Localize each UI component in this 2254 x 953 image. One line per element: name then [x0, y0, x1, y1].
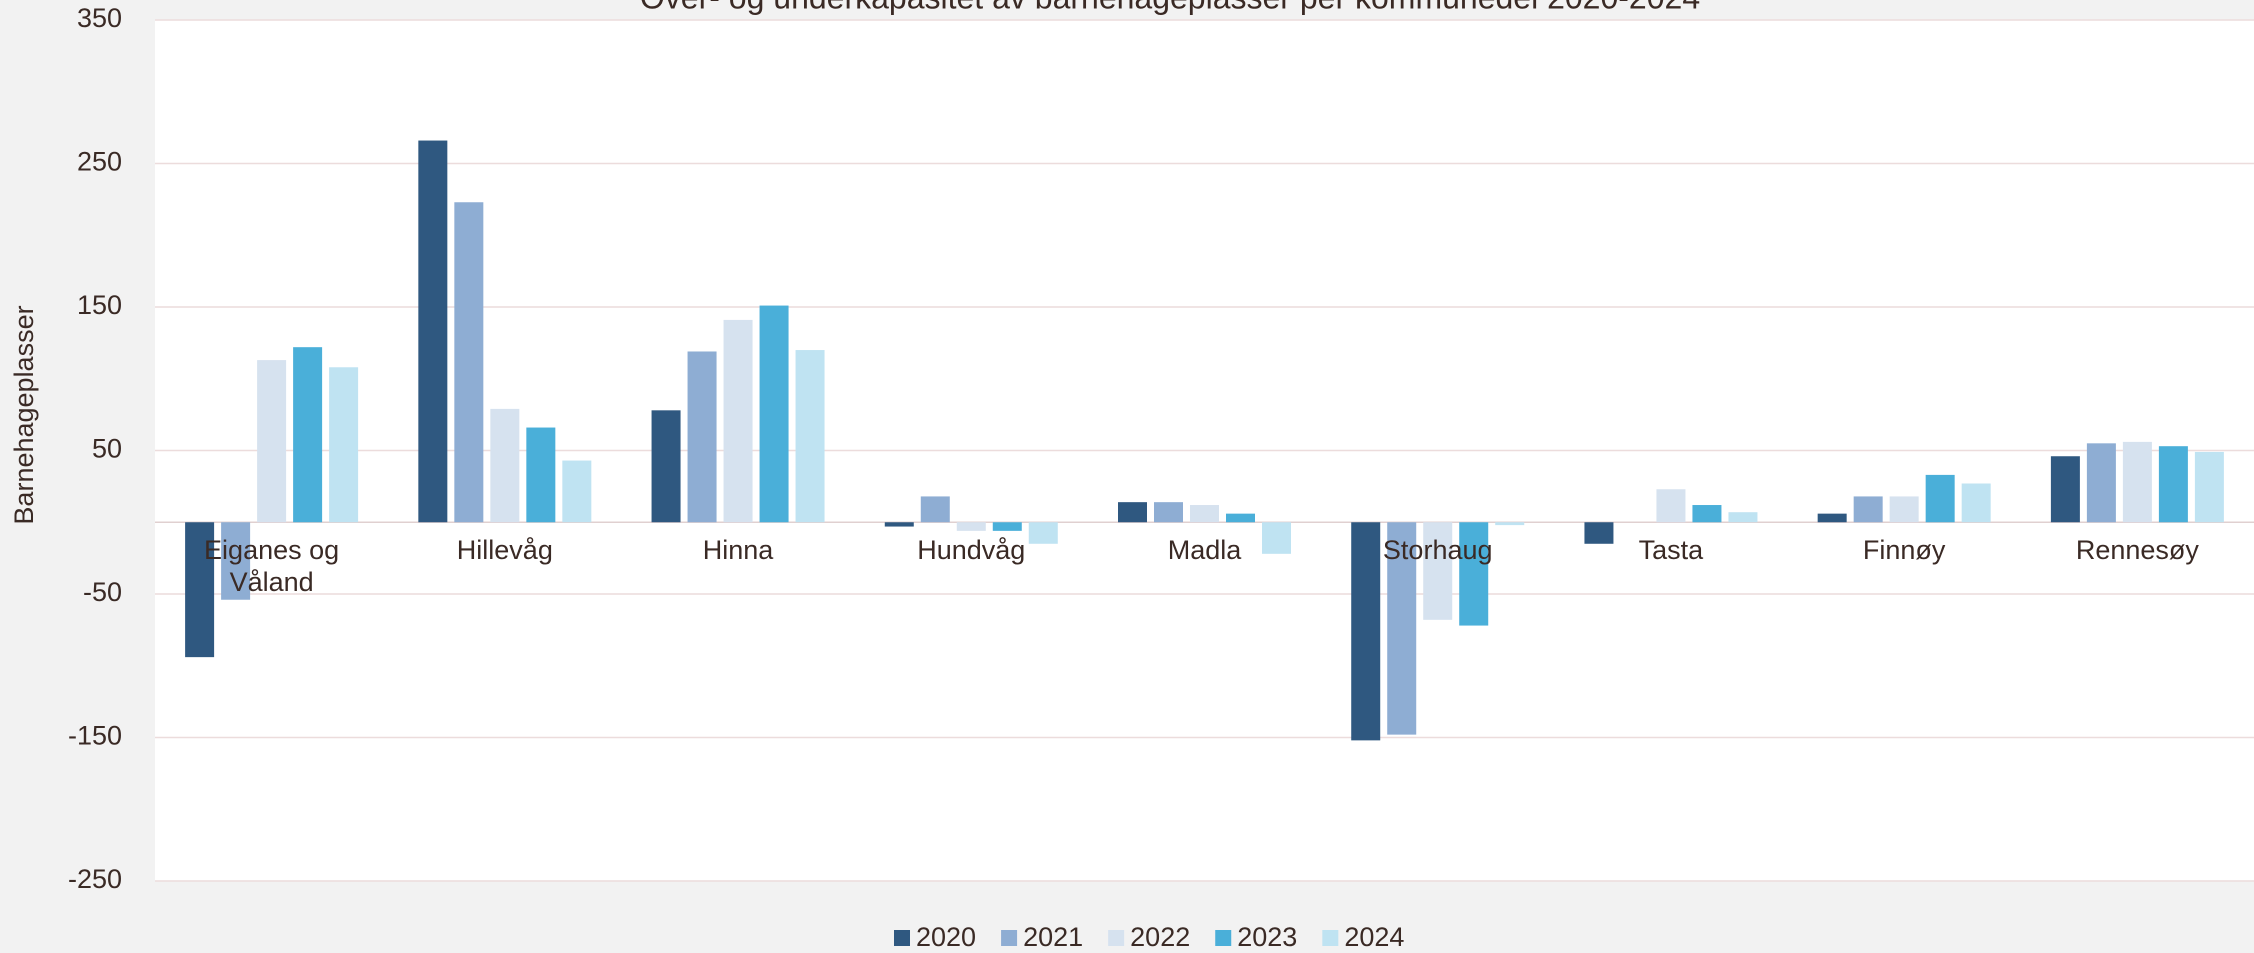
legend-label: 2022 — [1130, 922, 1190, 952]
bar — [257, 360, 287, 523]
bar — [795, 350, 825, 523]
y-tick-label: 50 — [92, 434, 122, 464]
legend-swatch — [894, 930, 910, 946]
x-tick-label: Rennesøy — [2075, 535, 2199, 566]
bar — [1853, 496, 1883, 523]
bar — [329, 367, 359, 523]
x-tick-label-box: Hillevåg — [456, 535, 553, 566]
bar — [1692, 505, 1722, 523]
legend-label: 2021 — [1023, 922, 1083, 952]
bar — [687, 351, 717, 523]
legend-label: 2023 — [1237, 922, 1297, 952]
bar — [454, 202, 484, 523]
x-tick-label: Finnøy — [1862, 535, 1946, 566]
x-tick-label-box: Rennesøy — [2075, 535, 2199, 566]
x-tick-label: Hinna — [702, 535, 774, 566]
bar — [2122, 441, 2152, 523]
bar — [956, 522, 986, 531]
bar — [884, 522, 914, 527]
bar — [1961, 483, 1991, 523]
x-tick-label-box: Hinna — [702, 535, 774, 566]
bar — [1584, 522, 1614, 544]
bar — [1656, 489, 1686, 523]
bar — [562, 460, 592, 523]
bar — [1154, 502, 1183, 523]
bar — [723, 319, 753, 523]
bar — [2050, 456, 2080, 523]
bar — [1495, 522, 1525, 526]
y-tick-label: 150 — [77, 290, 122, 320]
legend-swatch — [1001, 930, 1018, 946]
y-tick-label: 350 — [77, 3, 122, 33]
bar — [2086, 443, 2116, 523]
x-tick-label-box: Tasta — [1638, 535, 1704, 566]
y-tick-label: 250 — [77, 147, 122, 177]
x-tick-label: Hillevåg — [456, 535, 553, 566]
bar — [992, 522, 1022, 531]
bar — [221, 522, 251, 600]
x-tick-label: Tasta — [1638, 535, 1704, 566]
x-tick-label-box: Storhaug — [1382, 535, 1493, 566]
legend-swatch — [1215, 930, 1232, 946]
x-tick-label-box: Finnøy — [1862, 535, 1946, 566]
bar — [185, 522, 215, 658]
x-tick-label: Eiganes og Våland — [204, 535, 340, 598]
bar — [651, 410, 681, 523]
legend-label: 2020 — [916, 922, 976, 952]
bar — [1351, 522, 1381, 741]
x-tick-label-box: Eiganes og Våland — [204, 535, 340, 598]
y-axis-label: Barnehageplasser — [9, 305, 39, 524]
y-tick-label: -50 — [83, 577, 122, 607]
bar — [526, 427, 556, 523]
bar — [759, 305, 789, 523]
x-tick-label-box: Hundvåg — [917, 535, 1026, 566]
bar — [1028, 522, 1058, 544]
bar — [1387, 522, 1417, 735]
bar — [1262, 522, 1291, 554]
legend-swatch — [1322, 930, 1339, 946]
x-tick-label: Hundvåg — [917, 535, 1026, 566]
legend-label: 2024 — [1344, 922, 1404, 952]
bar — [920, 496, 950, 523]
bar — [1728, 512, 1758, 523]
x-tick-label: Madla — [1167, 535, 1242, 566]
y-tick-label: -250 — [68, 864, 122, 894]
x-tick-label: Storhaug — [1382, 535, 1493, 566]
bar — [1459, 522, 1489, 626]
bar — [2194, 451, 2224, 523]
bar — [1118, 502, 1147, 523]
bar — [1817, 513, 1847, 523]
bar — [1190, 505, 1219, 523]
bar — [418, 140, 448, 523]
bar — [1889, 496, 1919, 523]
bar — [2158, 446, 2188, 523]
bar — [1226, 513, 1255, 523]
bar — [1423, 522, 1453, 620]
bar — [490, 408, 520, 523]
bar — [1925, 474, 1955, 523]
y-tick-label: -150 — [68, 721, 122, 751]
bar — [293, 347, 323, 523]
chart-title: Over- og underkapasitet av barnehageplas… — [640, 0, 1700, 15]
legend-swatch — [1108, 930, 1125, 946]
x-tick-label-box: Madla — [1167, 535, 1242, 566]
